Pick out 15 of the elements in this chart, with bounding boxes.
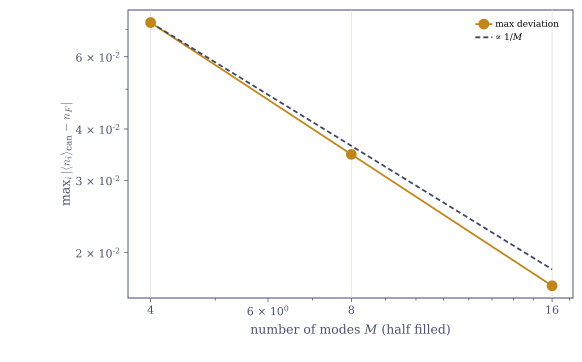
y-tick-label: 4 × 10$^{-2}$ (76, 124, 120, 134)
point (346, 148, 357, 160)
point (145, 17, 156, 28)
legend-label: ∝ 1/M (496, 33, 522, 41)
x-tick-label: 8 (348, 306, 354, 314)
y-tick-label: 6 × 10$^{-2}$ (76, 52, 120, 62)
x-axis-title: number of modes M (half filled) (250, 324, 450, 336)
legend-label: max deviation (496, 20, 559, 27)
x-tick-label: 6 × 10$^{0}$ (248, 306, 288, 316)
y-tick-label: 3 × 10$^{-2}$ (76, 175, 120, 186)
point (546, 280, 558, 292)
x-tick-label: 16 (546, 306, 558, 314)
x-tick-label: 4 (147, 306, 154, 314)
y-tick-label: 2 × 10$^{-2}$ (76, 248, 120, 258)
y-axis-title: $\max_i \left|\langle n_i\rangle_{\mathrm{can}} - n_F\right|$ (60, 103, 73, 206)
